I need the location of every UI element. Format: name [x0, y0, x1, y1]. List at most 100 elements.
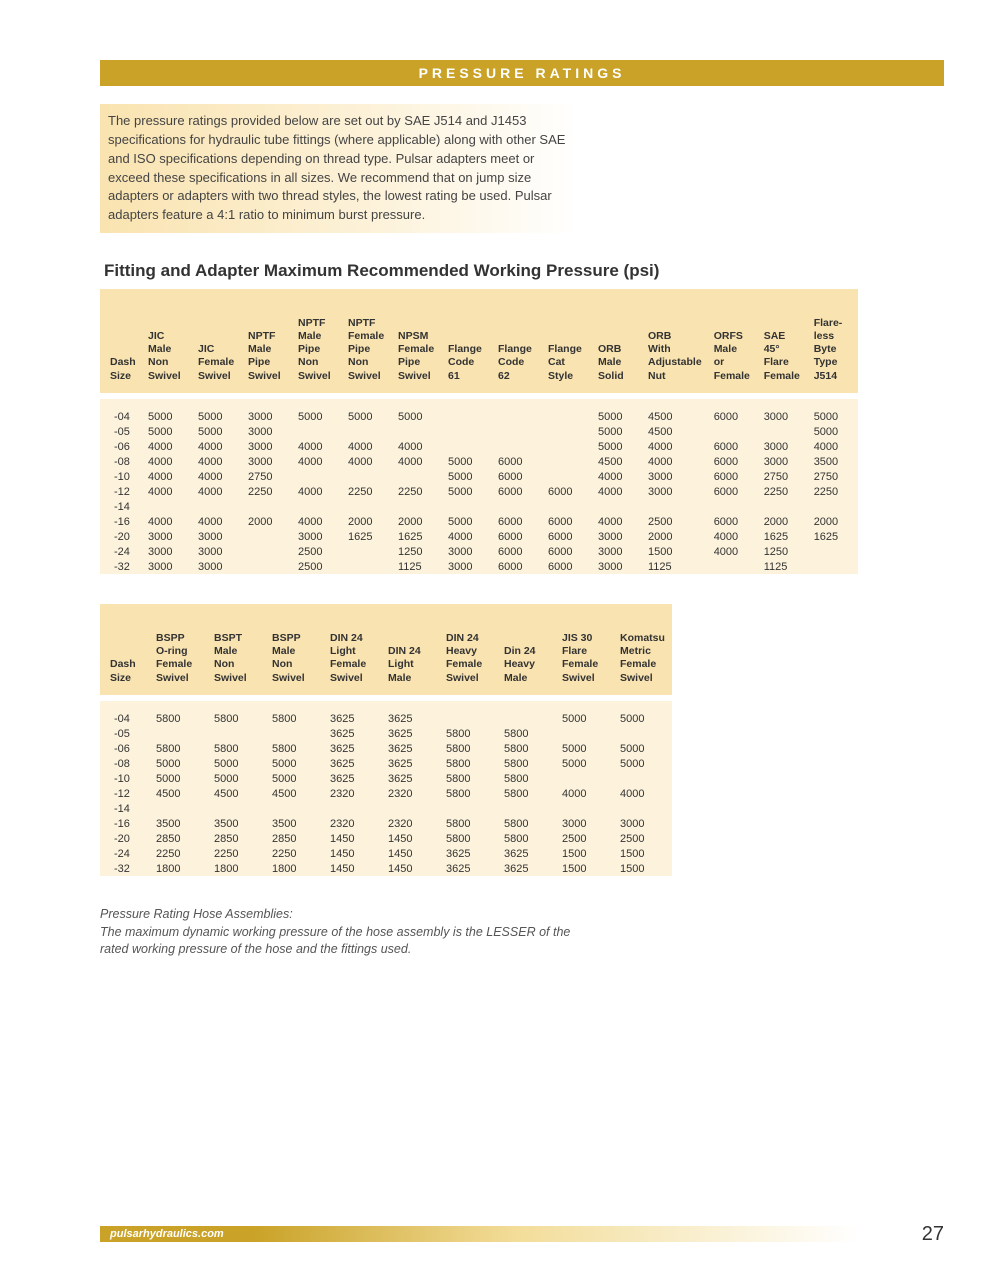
value-cell: 3500	[208, 816, 266, 831]
value-cell: 6000	[492, 559, 542, 574]
value-cell: 3625	[440, 846, 498, 861]
value-cell: 2000	[342, 514, 392, 529]
intro-paragraph: The pressure ratings provided below are …	[100, 104, 580, 233]
dash-size-cell: -16	[100, 816, 150, 831]
value-cell: 5800	[208, 741, 266, 756]
table-row: -164000400020004000200020005000600060004…	[100, 514, 858, 529]
dash-size-cell: -06	[100, 741, 150, 756]
value-cell: 6000	[708, 439, 758, 454]
value-cell: 1450	[382, 861, 440, 876]
value-cell: 5000	[592, 439, 642, 454]
value-cell	[556, 771, 614, 786]
value-cell: 1450	[382, 831, 440, 846]
value-cell: 5800	[498, 726, 556, 741]
value-cell: 3625	[440, 861, 498, 876]
value-cell	[266, 801, 324, 816]
value-cell: 5000	[592, 399, 642, 425]
value-cell	[442, 424, 492, 439]
col-header: JICMaleNonSwivel	[142, 289, 192, 393]
col-header: DIN 24LightFemaleSwivel	[324, 604, 382, 695]
value-cell: 3625	[382, 771, 440, 786]
page-number: 27	[922, 1223, 944, 1246]
col-header: ORBWithAdjustableNut	[642, 289, 708, 393]
col-header: NPTFFemalePipeNonSwivel	[342, 289, 392, 393]
value-cell: 4000	[392, 454, 442, 469]
page-header-bar: PRESSURE RATINGS	[100, 60, 944, 86]
value-cell: 4000	[142, 454, 192, 469]
value-cell	[440, 801, 498, 816]
value-cell: 6000	[708, 454, 758, 469]
value-cell: 3000	[242, 454, 292, 469]
col-header: Flare-lessByteTypeJ514	[808, 289, 858, 393]
table-row: -124000400022504000225022505000600060004…	[100, 484, 858, 499]
value-cell: 1625	[342, 529, 392, 544]
value-cell: 1625	[392, 529, 442, 544]
footnote: Pressure Rating Hose Assemblies: The max…	[100, 906, 600, 959]
value-cell: 2000	[642, 529, 708, 544]
value-cell: 3500	[266, 816, 324, 831]
dash-size-cell: -16	[100, 514, 142, 529]
value-cell: 3000	[442, 544, 492, 559]
value-cell: 2250	[242, 484, 292, 499]
value-cell: 2320	[382, 816, 440, 831]
table-row: -14	[100, 801, 672, 816]
col-header: FlangeCatStyle	[542, 289, 592, 393]
col-header: ORBMaleSolid	[592, 289, 642, 393]
table-row: -045000500030005000500050005000450060003…	[100, 399, 858, 425]
value-cell	[292, 469, 342, 484]
value-cell: 5800	[208, 701, 266, 727]
value-cell: 6000	[492, 514, 542, 529]
value-cell: 5000	[556, 701, 614, 727]
value-cell: 3000	[242, 439, 292, 454]
value-cell	[708, 559, 758, 574]
value-cell: 4000	[556, 786, 614, 801]
footnote-title: Pressure Rating Hose Assemblies:	[100, 907, 293, 921]
value-cell: 4000	[292, 439, 342, 454]
value-cell: 1800	[208, 861, 266, 876]
value-cell	[642, 499, 708, 514]
value-cell: 2250	[392, 484, 442, 499]
value-cell: 3625	[498, 846, 556, 861]
value-cell: 5800	[440, 786, 498, 801]
value-cell: 5800	[498, 741, 556, 756]
value-cell: 1625	[758, 529, 808, 544]
value-cell: 1500	[614, 846, 672, 861]
value-cell	[266, 726, 324, 741]
table-row: -06580058005800362536255800580050005000	[100, 741, 672, 756]
value-cell: 2250	[808, 484, 858, 499]
table-row: -24225022502250145014503625362515001500	[100, 846, 672, 861]
value-cell: 2000	[758, 514, 808, 529]
value-cell: 4000	[614, 786, 672, 801]
value-cell: 4000	[142, 514, 192, 529]
value-cell: 5800	[440, 756, 498, 771]
value-cell: 5000	[192, 399, 242, 425]
value-cell: 2250	[758, 484, 808, 499]
value-cell	[498, 801, 556, 816]
value-cell	[442, 399, 492, 425]
value-cell: 4500	[592, 454, 642, 469]
value-cell: 5000	[266, 771, 324, 786]
value-cell: 4500	[150, 786, 208, 801]
value-cell: 1500	[556, 846, 614, 861]
table-row: -20285028502850145014505800580025002500	[100, 831, 672, 846]
value-cell: 3625	[382, 701, 440, 727]
value-cell: 3000	[142, 529, 192, 544]
value-cell	[342, 559, 392, 574]
value-cell: 5000	[556, 741, 614, 756]
value-cell: 2000	[392, 514, 442, 529]
value-cell: 2850	[208, 831, 266, 846]
value-cell: 3000	[592, 529, 642, 544]
value-cell: 1800	[150, 861, 208, 876]
value-cell: 3000	[292, 529, 342, 544]
value-cell: 4500	[642, 399, 708, 425]
value-cell: 3000	[192, 544, 242, 559]
table-row: -32180018001800145014503625362515001500	[100, 861, 672, 876]
section-title: Fitting and Adapter Maximum Recommended …	[104, 261, 944, 281]
col-header: BSPPMaleNonSwivel	[266, 604, 324, 695]
col-header: JIS 30FlareFemaleSwivel	[556, 604, 614, 695]
value-cell	[556, 726, 614, 741]
value-cell	[492, 499, 542, 514]
value-cell: 5800	[440, 726, 498, 741]
value-cell	[708, 424, 758, 439]
value-cell: 5000	[392, 399, 442, 425]
